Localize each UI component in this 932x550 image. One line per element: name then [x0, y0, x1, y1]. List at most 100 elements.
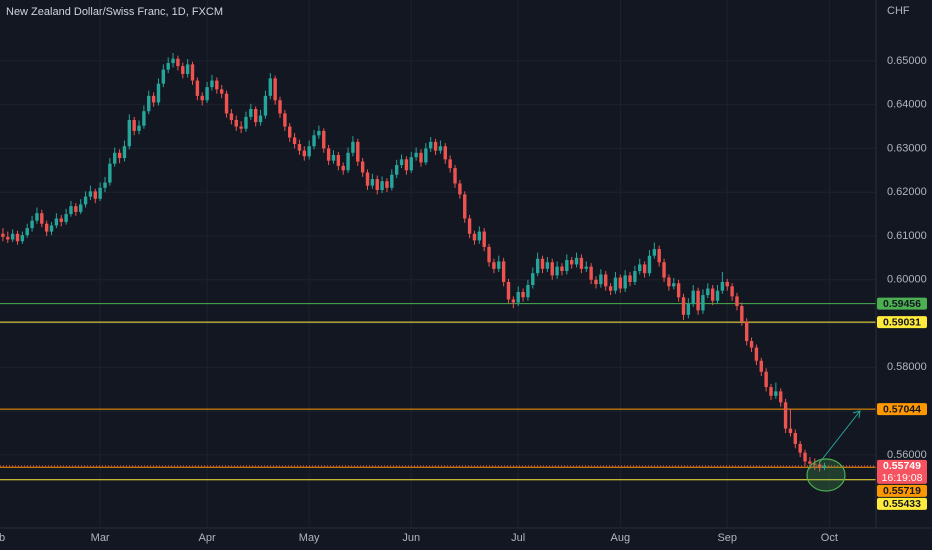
y-tick-label: 0.60000 [887, 274, 927, 286]
y-tick-label: 0.63000 [887, 142, 927, 154]
candle-body [604, 274, 608, 287]
price-labels: 0.594560.590310.570440.5574916:19:080.55… [877, 297, 927, 510]
candle-body [181, 66, 185, 74]
axes: 0.560000.570000.580000.590000.600000.610… [0, 55, 927, 544]
candle-body [419, 152, 423, 163]
candle-body [730, 286, 734, 297]
price-label: 0.57044 [883, 403, 921, 415]
price-label: 0.55719 [883, 485, 921, 497]
candle-body [78, 204, 83, 212]
candle-body [1, 233, 5, 237]
candle-body [103, 182, 107, 188]
candle-body [83, 196, 88, 205]
candle-body [108, 163, 112, 183]
candles [1, 52, 827, 472]
candle-body [20, 235, 25, 242]
arrow-head [852, 410, 861, 419]
candle-body [448, 159, 452, 169]
candle-body [370, 179, 375, 186]
candle-body [127, 119, 132, 147]
candle-body [278, 100, 282, 114]
candle-body [613, 277, 618, 291]
candle-body [608, 286, 613, 291]
candle-body [477, 231, 482, 241]
candle-body [297, 144, 302, 151]
candle-body [113, 152, 117, 164]
candle-body [521, 292, 525, 298]
highlight-circle [806, 458, 846, 492]
candle-body [317, 130, 321, 136]
candle-body [219, 89, 224, 94]
candle-body [409, 157, 413, 171]
candle-body [190, 64, 195, 81]
candle-body [414, 152, 418, 158]
candle-body [647, 255, 652, 274]
x-tick-label: Oct [821, 532, 838, 544]
candle-body [516, 292, 520, 303]
candle-body [623, 275, 627, 289]
candle-body [638, 264, 642, 272]
price-label-box [877, 459, 927, 484]
candle-body [210, 80, 214, 88]
candle-body [93, 191, 97, 199]
candle-body [25, 228, 29, 236]
candle-body [74, 206, 78, 212]
candle-body [555, 266, 559, 276]
x-tick-label: Mar [91, 532, 110, 544]
candle-body [531, 273, 535, 286]
candle-body [394, 165, 399, 175]
candle-body [467, 218, 472, 234]
currency-label: CHF [887, 5, 910, 17]
candle-body [652, 249, 657, 256]
drawings [806, 410, 861, 492]
chart-title: New Zealand Dollar/Swiss Franc, 1D, FXCM [6, 6, 223, 18]
candle-body [788, 428, 793, 433]
candle-body [147, 95, 151, 112]
candle-body [710, 288, 715, 301]
y-tick-label: 0.58000 [887, 361, 927, 373]
price-label-box [877, 316, 927, 329]
candle-body [142, 111, 146, 126]
candle-body [268, 78, 272, 96]
candle-body [322, 130, 326, 149]
x-tick-label: Jul [511, 532, 525, 544]
candle-body [399, 159, 404, 166]
candle-body [764, 371, 768, 388]
candle-body [424, 148, 428, 163]
x-tick-label: Aug [611, 532, 631, 544]
candle-body [589, 266, 593, 280]
candle-body [443, 146, 447, 160]
candle-body [346, 152, 350, 171]
candle-body [161, 69, 166, 84]
candle-body [239, 126, 243, 129]
candle-body [754, 347, 759, 361]
candle-body [215, 80, 219, 90]
candle-body [740, 306, 744, 322]
candle-body [360, 161, 365, 173]
x-tick-label: Feb [0, 532, 5, 544]
candle-body [696, 290, 700, 311]
candle-body [628, 275, 632, 282]
candle-body [10, 233, 15, 240]
candle-body [769, 387, 773, 396]
candle-body [438, 146, 443, 151]
candle-body [545, 262, 550, 269]
candle-body [506, 281, 511, 300]
candle-body [263, 95, 268, 116]
y-tick-label: 0.62000 [887, 186, 927, 198]
candle-body [54, 218, 59, 226]
candle-body [6, 236, 10, 240]
candle-body [234, 119, 238, 127]
candle-body [380, 181, 384, 191]
candle-body [803, 452, 807, 462]
candle-body [273, 78, 277, 101]
candle-body [200, 95, 204, 101]
candle-body [793, 432, 798, 444]
candle-body [385, 181, 389, 188]
candle-body [535, 258, 540, 274]
candle-body [701, 295, 705, 311]
candle-body [501, 261, 506, 282]
candle-body [307, 146, 311, 157]
